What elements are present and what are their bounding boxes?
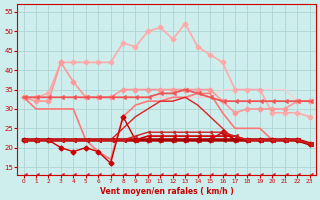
X-axis label: Vent moyen/en rafales ( km/h ): Vent moyen/en rafales ( km/h ) bbox=[100, 187, 234, 196]
